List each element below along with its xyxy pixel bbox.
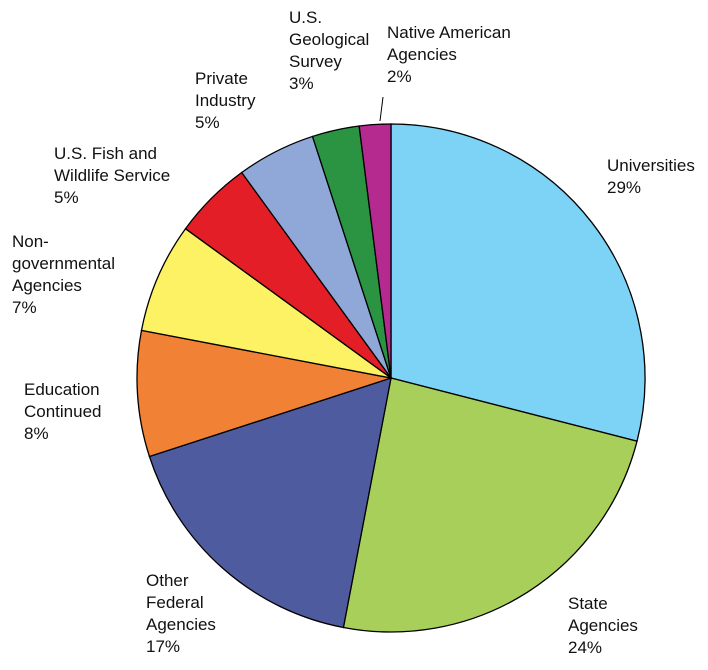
category-label: Native American Agencies bbox=[387, 23, 511, 64]
value-label: 8% bbox=[24, 424, 49, 443]
slice-label: Private Industry 5% bbox=[195, 68, 255, 134]
slice-label: U.S. Geological Survey 3% bbox=[289, 7, 369, 95]
value-label: 2% bbox=[387, 67, 412, 86]
value-label: 5% bbox=[195, 113, 220, 132]
category-label: State Agencies bbox=[568, 594, 638, 635]
slice-label: State Agencies 24% bbox=[568, 593, 638, 659]
value-label: 24% bbox=[568, 638, 603, 657]
category-label: Universities bbox=[607, 156, 695, 175]
leader-line bbox=[379, 96, 384, 122]
slice-label: Universities 29% bbox=[607, 155, 695, 199]
slice-label: Native American Agencies 2% bbox=[387, 22, 511, 88]
slice-label: Non- governmental Agencies 7% bbox=[12, 231, 115, 319]
category-label: U.S. Geological Survey bbox=[289, 8, 370, 71]
pie-slice bbox=[136, 329, 392, 458]
category-label: Education Continued bbox=[24, 380, 102, 421]
slice-label: Education Continued 8% bbox=[24, 379, 102, 445]
pie-slice bbox=[358, 123, 392, 379]
slice-label: Other Federal Agencies 17% bbox=[146, 570, 216, 658]
value-label: 17% bbox=[146, 637, 181, 656]
category-label: Non- governmental Agencies bbox=[12, 232, 116, 295]
slice-label: U.S. Fish and Wildlife Service 5% bbox=[54, 143, 170, 209]
pie-slice bbox=[390, 123, 646, 442]
category-label: U.S. Fish and Wildlife Service bbox=[54, 144, 171, 185]
pie-slice bbox=[342, 377, 638, 633]
pie-slice bbox=[148, 377, 392, 629]
value-label: 7% bbox=[12, 298, 37, 317]
value-label: 3% bbox=[289, 74, 314, 93]
value-label: 29% bbox=[607, 178, 642, 197]
pie bbox=[136, 123, 646, 633]
category-label: Private Industry bbox=[195, 69, 256, 110]
pie-slice bbox=[140, 227, 392, 379]
category-label: Other Federal Agencies bbox=[146, 571, 216, 634]
value-label: 5% bbox=[54, 188, 79, 207]
